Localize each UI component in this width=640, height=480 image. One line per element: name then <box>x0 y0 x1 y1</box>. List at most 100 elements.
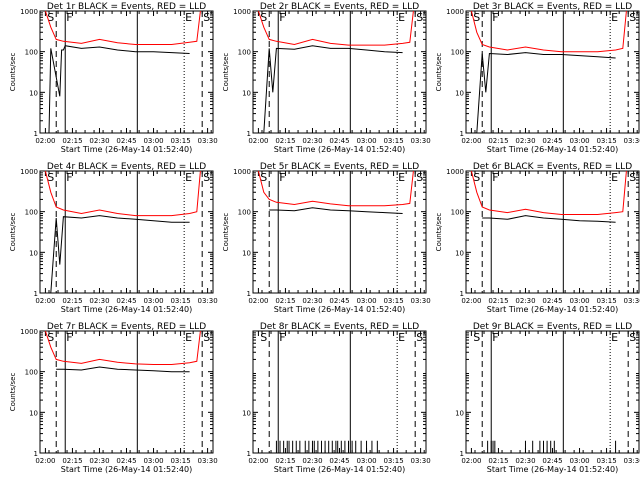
marker-label-E: E <box>611 331 618 344</box>
chart-panel-8: Det 8r BLACK = Events, RED = LLD 1 10 02:00… <box>242 322 431 474</box>
y-tick-label: 100 <box>451 209 464 217</box>
y-axis-label: Counts/sec <box>9 373 17 412</box>
series-line-black <box>482 215 616 223</box>
chart-panel-3: Det 3r BLACK = Events, RED = LLD 1 10 100 10… <box>435 2 640 154</box>
x-tick-label: 03:15 <box>383 137 403 145</box>
series-line-red <box>44 10 201 45</box>
marker-label-F: F <box>66 171 72 184</box>
marker-label-S: S <box>416 171 423 184</box>
y-tick-label: 10 <box>455 409 464 417</box>
y-axis-label: Counts/sec <box>222 53 230 92</box>
x-tick-label: 02:00 <box>461 137 481 145</box>
marker-label-F: F <box>66 11 72 24</box>
x-tick-label: 02:15 <box>488 137 508 145</box>
x-tick-label: 02:00 <box>248 457 268 465</box>
series-line-black <box>269 207 403 214</box>
marker-label-S: S <box>260 331 267 344</box>
marker-label-S: S <box>473 11 480 24</box>
x-tick-label: 02:00 <box>35 137 55 145</box>
chart-panel-6: Det 6r BLACK = Events, RED = LLD 1 10 100 10… <box>435 162 640 314</box>
x-axis-label: Start Time (26-May-14 01:52:40) <box>61 465 192 474</box>
x-tick-label: 02:15 <box>275 457 295 465</box>
x-tick-label: 03:15 <box>170 137 190 145</box>
marker-label-E: E <box>398 171 405 184</box>
y-tick-label: 100 <box>25 209 38 217</box>
x-tick-label: 03:00 <box>569 457 589 465</box>
x-tick-label: 03:30 <box>624 137 640 145</box>
x-tick-label: 02:30 <box>515 297 535 305</box>
series-line-black <box>263 45 403 134</box>
marker-label-E: E <box>398 11 405 24</box>
plot-frame <box>252 330 427 454</box>
x-tick-label: 03:15 <box>596 137 616 145</box>
y-axis-label: Counts/sec <box>435 213 443 252</box>
y-tick-label: 1000 <box>446 8 464 16</box>
y-tick-label: 100 <box>25 369 38 377</box>
x-tick-label: 02:00 <box>35 297 55 305</box>
marker-label-E: E <box>398 331 405 344</box>
series-line-red <box>44 330 201 365</box>
y-tick-label: 1 <box>34 130 38 138</box>
x-tick-label: 02:45 <box>116 297 136 305</box>
x-tick-label: 03:00 <box>143 457 163 465</box>
x-tick-label: 03:30 <box>198 297 218 305</box>
y-tick-label: 1 <box>460 290 464 298</box>
x-tick-label: 02:00 <box>461 457 481 465</box>
x-tick-label: 02:00 <box>248 297 268 305</box>
y-tick-label: 10 <box>29 409 38 417</box>
panel-title: Det 2r BLACK = Events, RED = LLD <box>260 2 419 12</box>
x-tick-label: 03:00 <box>143 297 163 305</box>
y-tick-label: 1000 <box>20 8 38 16</box>
x-tick-label: 02:45 <box>542 457 562 465</box>
series-line-red <box>470 10 627 53</box>
x-axis-label: Start Time (26-May-14 01:52:40) <box>487 145 618 154</box>
marker-label-S: S <box>473 331 480 344</box>
y-axis-label: Counts/sec <box>9 213 17 252</box>
y-tick-label: 100 <box>451 49 464 57</box>
marker-label-S: S <box>629 331 636 344</box>
y-tick-label: 1000 <box>233 168 251 176</box>
x-tick-label: 03:15 <box>170 297 190 305</box>
chart-panel-7: Det 7r BLACK = Events, RED = LLD 1 10 100 10… <box>9 322 218 474</box>
y-tick-label: 10 <box>29 249 38 257</box>
y-axis-label: Counts/sec <box>9 53 17 92</box>
marker-label-F: F <box>279 331 285 344</box>
chart-panel-2: Det 2r BLACK = Events, RED = LLD 1 10 100 10… <box>222 2 431 154</box>
y-tick-label: 1000 <box>20 168 38 176</box>
x-tick-label: 02:45 <box>116 457 136 465</box>
x-tick-label: 02:30 <box>89 297 109 305</box>
marker-label-S: S <box>416 11 423 24</box>
panel-title: Det 9r BLACK = Events, RED = LLD <box>473 322 632 332</box>
y-tick-label: 10 <box>242 249 251 257</box>
y-tick-label: 10 <box>455 249 464 257</box>
y-tick-label: 10 <box>242 89 251 97</box>
y-tick-label: 100 <box>238 49 251 57</box>
x-axis-label: Start Time (26-May-14 01:52:40) <box>274 305 405 314</box>
series-line-red <box>257 10 414 46</box>
x-tick-label: 03:00 <box>569 137 589 145</box>
x-tick-label: 02:30 <box>89 457 109 465</box>
y-tick-label: 1 <box>34 290 38 298</box>
y-axis-label: Counts/sec <box>222 213 230 252</box>
y-tick-label: 1000 <box>233 8 251 16</box>
x-tick-label: 02:45 <box>542 297 562 305</box>
y-tick-label: 1 <box>460 450 464 458</box>
y-tick-label: 1000 <box>446 168 464 176</box>
marker-label-S: S <box>629 171 636 184</box>
x-tick-label: 02:15 <box>275 297 295 305</box>
x-tick-label: 03:15 <box>383 297 403 305</box>
x-tick-label: 03:30 <box>411 137 431 145</box>
marker-label-S: S <box>203 11 210 24</box>
x-tick-label: 03:00 <box>356 457 376 465</box>
x-tick-label: 02:45 <box>329 457 349 465</box>
x-tick-label: 02:15 <box>62 137 82 145</box>
x-tick-label: 02:30 <box>302 297 322 305</box>
panel-title: Det 3r BLACK = Events, RED = LLD <box>473 2 632 12</box>
marker-label-F: F <box>492 171 498 184</box>
x-tick-label: 02:30 <box>89 137 109 145</box>
x-tick-label: 03:00 <box>143 137 163 145</box>
panel-title: Det 1r BLACK = Events, RED = LLD <box>47 2 206 12</box>
plot-frame <box>465 330 640 454</box>
marker-label-S: S <box>260 171 267 184</box>
y-tick-label: 1 <box>247 450 251 458</box>
